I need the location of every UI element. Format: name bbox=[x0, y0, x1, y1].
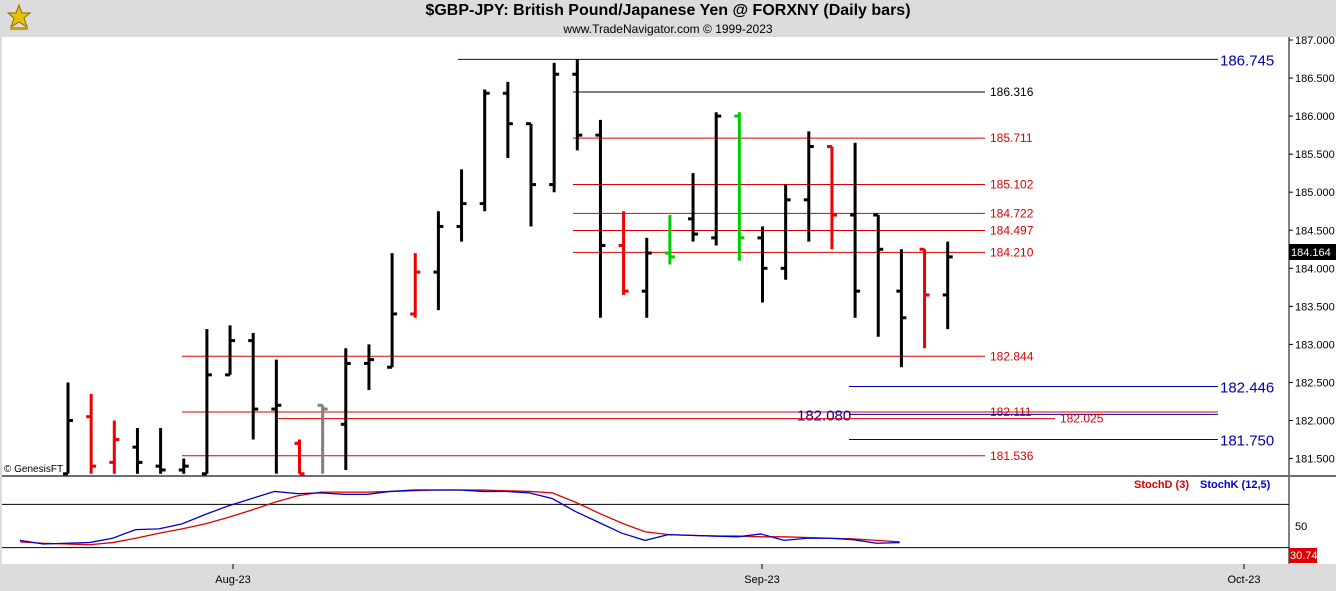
y-tick-label: 185.000 bbox=[1295, 187, 1335, 199]
ohlc-bar bbox=[526, 122, 536, 227]
ohlc-bar bbox=[850, 142, 861, 318]
ohlc-bar bbox=[826, 145, 837, 250]
ohlc-bar bbox=[502, 81, 513, 158]
stochastic-lines: 50 bbox=[2, 489, 1307, 549]
ohlc-bar bbox=[225, 325, 236, 377]
ohlc-bar bbox=[688, 173, 699, 242]
level-label: 184.497 bbox=[990, 223, 1034, 237]
y-tick-label: 186.000 bbox=[1295, 111, 1335, 123]
level-label: 182.111 bbox=[990, 405, 1032, 419]
stochk-line bbox=[19, 489, 900, 545]
ohlc-bar bbox=[271, 359, 282, 474]
ohlc-bar bbox=[734, 112, 745, 261]
last-price-label: 184.164 bbox=[1291, 247, 1331, 259]
ohlc-bar bbox=[109, 420, 120, 474]
x-tick-label: Aug-23 bbox=[215, 574, 250, 586]
ohlc-bar bbox=[317, 403, 328, 474]
ohlc-bar bbox=[664, 215, 675, 265]
ohlc-bar bbox=[363, 344, 374, 391]
ohlc-bar bbox=[387, 253, 398, 369]
ohlc-bar bbox=[340, 348, 351, 470]
watermark: © GenesisFT bbox=[4, 464, 63, 475]
ohlc-bar bbox=[433, 211, 444, 311]
level-label: 182.025 bbox=[1060, 412, 1104, 426]
stoch-tick-label: 50 bbox=[1295, 521, 1307, 533]
level-label: 181.750 bbox=[1220, 433, 1274, 450]
y-tick-label: 184.000 bbox=[1295, 263, 1335, 275]
stoch-last-value: 30.74 bbox=[1290, 550, 1318, 562]
ohlc-bar bbox=[711, 112, 722, 246]
level-label: 185.711 bbox=[990, 131, 1033, 145]
level-label: 186.745 bbox=[1220, 52, 1274, 69]
level-lines: 186.745 186.316 185.711 185.102 184.722 184.4… bbox=[182, 52, 1274, 463]
level-label: 184.722 bbox=[990, 206, 1034, 220]
ohlc-bar bbox=[248, 332, 259, 440]
stochd-legend: StochD (3) bbox=[1134, 479, 1189, 491]
ohlc-bar bbox=[456, 169, 467, 242]
last-price-box bbox=[1289, 244, 1336, 260]
level-label: 185.102 bbox=[990, 177, 1034, 191]
y-tick-label: 186.500 bbox=[1295, 73, 1335, 85]
ohlc-bar bbox=[641, 237, 652, 318]
y-tick-label: 183.500 bbox=[1295, 301, 1335, 313]
level-label: 184.210 bbox=[990, 245, 1034, 259]
ohlc-bar bbox=[757, 226, 768, 303]
level-label: 182.446 bbox=[1220, 380, 1274, 397]
chart-title: $GBP-JPY: British Pound/Japanese Yen @ F… bbox=[425, 2, 911, 19]
ohlc-bar bbox=[572, 59, 583, 151]
y-tick-label: 182.500 bbox=[1295, 377, 1335, 389]
ohlc-bar bbox=[942, 241, 953, 330]
price-bars bbox=[63, 59, 953, 476]
level-label: 182.844 bbox=[990, 349, 1034, 363]
y-tick-label: 183.000 bbox=[1295, 339, 1335, 351]
y-tick-label: 187.000 bbox=[1295, 35, 1335, 47]
ohlc-bar bbox=[896, 249, 907, 368]
stochastic-panel bbox=[2, 477, 1289, 564]
level-label: 181.536 bbox=[990, 449, 1034, 463]
ohlc-bar bbox=[178, 458, 189, 474]
y-tick-label: 185.500 bbox=[1295, 149, 1335, 161]
ohlc-bar bbox=[201, 329, 212, 476]
ohlc-bar bbox=[63, 382, 73, 476]
ohlc-bar bbox=[132, 428, 143, 474]
x-tick-label: Oct-23 bbox=[1227, 574, 1260, 586]
ohlc-bar bbox=[549, 62, 560, 193]
level-label: 186.316 bbox=[990, 85, 1034, 99]
date-axis: Aug-23 Sep-23 Oct-23 bbox=[215, 564, 1261, 586]
ohlc-bar bbox=[803, 131, 814, 242]
ohlc-bar bbox=[294, 439, 305, 476]
trade-navigator-logo-icon bbox=[6, 3, 32, 30]
ohlc-bar bbox=[479, 89, 490, 212]
ohlc-bar bbox=[595, 119, 606, 318]
ohlc-bar bbox=[919, 247, 930, 349]
ohlc-bar bbox=[780, 184, 791, 280]
stoch-last-box bbox=[1289, 548, 1317, 563]
chart-subtitle: www.TradeNavigator.com © 1999-2023 bbox=[563, 22, 773, 36]
stochk-legend: StochK (12,5) bbox=[1200, 479, 1271, 491]
y-tick-label: 182.000 bbox=[1295, 416, 1335, 428]
ohlc-bar bbox=[410, 253, 421, 318]
ohlc-bar bbox=[618, 211, 629, 295]
ohlc-bar bbox=[873, 213, 884, 337]
y-tick-label: 184.500 bbox=[1295, 225, 1335, 237]
chart-header: $GBP-JPY: British Pound/Japanese Yen @ F… bbox=[0, 0, 1336, 37]
y-tick-label: 181.500 bbox=[1295, 454, 1335, 466]
price-axis: 187.000 186.500 186.000 185.500 185.000 184.5… bbox=[1289, 35, 1335, 466]
level-label: 182.080 bbox=[797, 407, 851, 424]
ohlc-bar bbox=[155, 428, 166, 474]
x-tick-label: Sep-23 bbox=[744, 574, 779, 586]
ohlc-bar bbox=[86, 393, 97, 474]
